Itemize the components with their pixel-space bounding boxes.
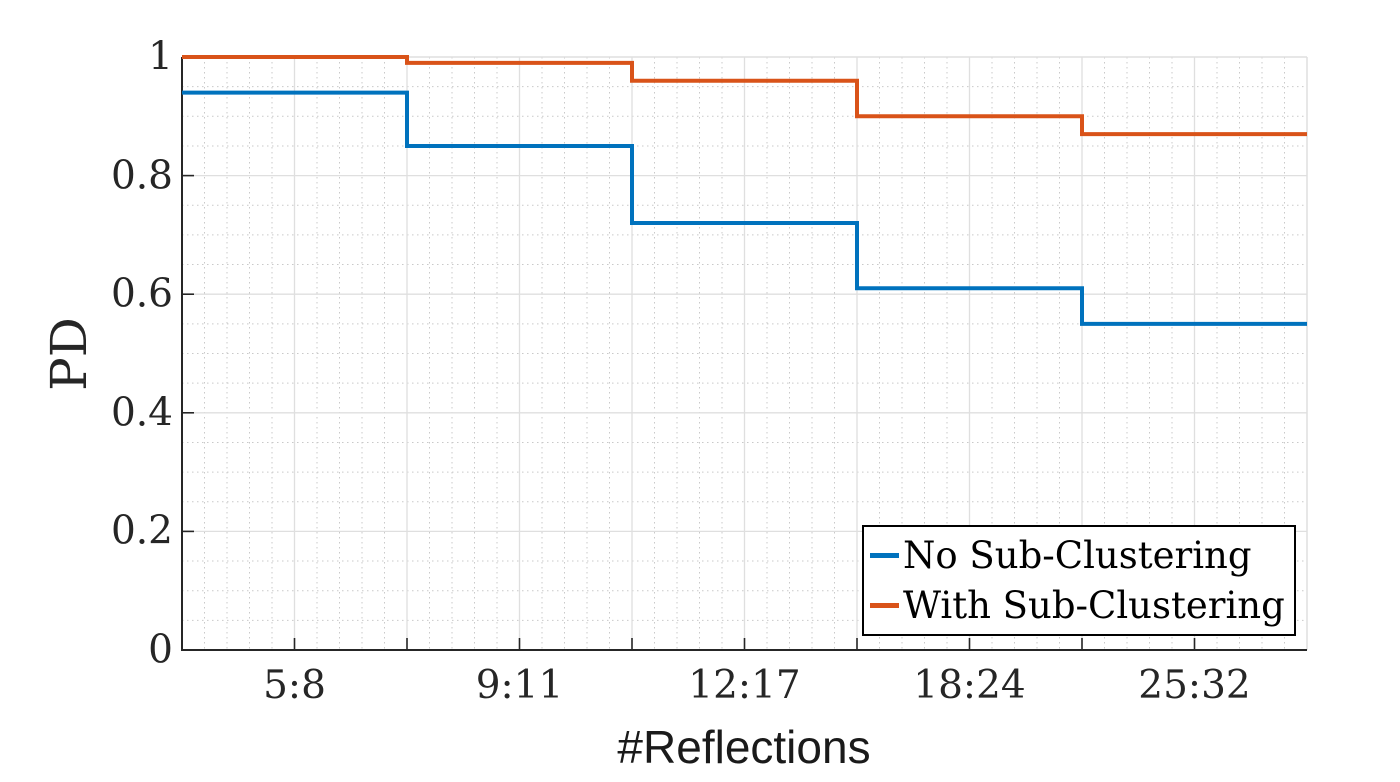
y-tick-label: 0.2: [110, 508, 173, 554]
legend-line-swatch-orange: [870, 602, 899, 608]
y-tick-label: 1: [148, 34, 173, 80]
x-tick-label: 5:8: [263, 663, 326, 708]
series-line-no-sub-clustering: [182, 90, 1307, 326]
y-tick-label: 0.6: [110, 271, 173, 317]
x-tick-label: 25:32: [1138, 663, 1251, 708]
x-axis-label: #Reflections: [617, 721, 871, 773]
x-axis-ticks: [293, 638, 1196, 650]
y-tick-label: 0: [148, 627, 173, 673]
y-tick-label: 0.8: [110, 153, 173, 199]
legend-label: No Sub-Clustering: [903, 534, 1252, 578]
minor-gridlines: [182, 57, 1307, 650]
legend-item-no-sub-clustering: No Sub-Clustering: [870, 537, 1290, 574]
legend-line-swatch-blue: [870, 553, 899, 559]
x-tick-label: 18:24: [913, 663, 1026, 708]
series-line-with-sub-clustering: [182, 55, 1307, 137]
y-tick-label: 0.4: [110, 390, 173, 436]
y-axis-label: PD: [40, 317, 98, 391]
x-tick-label: 12:17: [688, 663, 801, 708]
legend-label: With Sub-Clustering: [903, 583, 1285, 627]
legend-item-with-sub-clustering: With Sub-Clustering: [870, 587, 1290, 624]
legend: No Sub-Clustering With Sub-Clustering: [862, 525, 1296, 636]
x-tick-label: 9:11: [475, 663, 564, 708]
